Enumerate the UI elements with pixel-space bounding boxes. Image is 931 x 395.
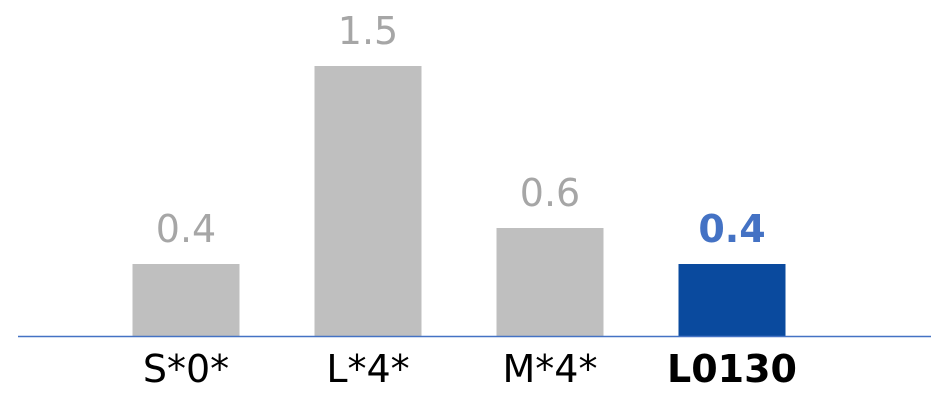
- value-label-2: 0.6: [520, 171, 580, 215]
- category-labels-group: S*0* L*4* M*4* L0130: [143, 347, 797, 391]
- value-label-1: 1.5: [338, 9, 398, 53]
- category-label-3: L0130: [667, 347, 797, 391]
- bar-0: [132, 264, 240, 336]
- value-label-0: 0.4: [156, 207, 216, 251]
- category-label-0: S*0*: [143, 347, 229, 391]
- value-labels-group: 0.4 1.5 0.6 0.4: [156, 9, 766, 251]
- category-label-2: M*4*: [503, 347, 598, 391]
- bar-3: [678, 264, 786, 336]
- bar-1: [314, 66, 422, 336]
- value-label-3: 0.4: [698, 207, 765, 251]
- bar-2: [496, 228, 604, 336]
- category-label-1: L*4*: [326, 347, 409, 391]
- bars-group: [132, 66, 786, 336]
